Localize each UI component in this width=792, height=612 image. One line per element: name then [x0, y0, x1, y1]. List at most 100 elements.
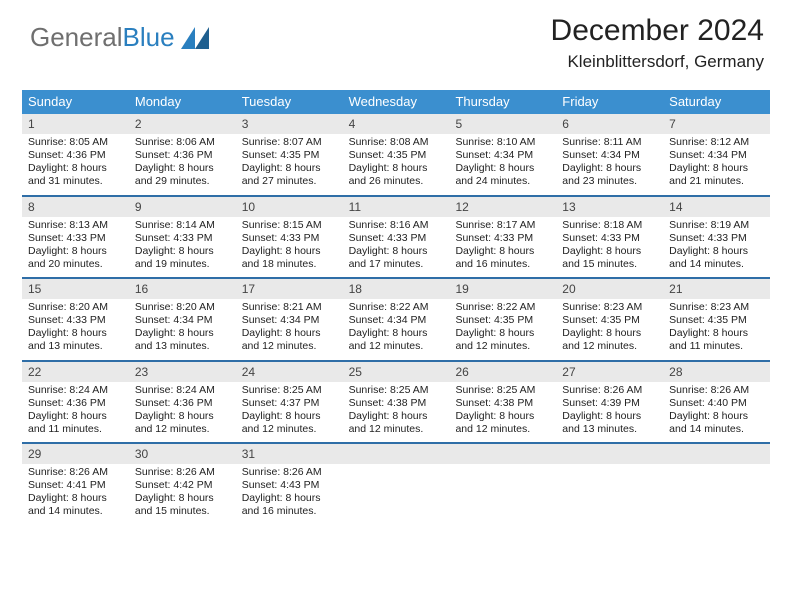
day-cell: 16Sunrise: 8:20 AMSunset: 4:34 PMDayligh… [129, 279, 236, 360]
daylight-text: and 27 minutes. [242, 175, 337, 188]
sunrise-text: Sunrise: 8:05 AM [28, 136, 123, 149]
daylight-text: Daylight: 8 hours [669, 162, 764, 175]
day-number: 17 [236, 279, 343, 299]
daylight-text: and 18 minutes. [242, 258, 337, 271]
sunrise-text: Sunrise: 8:26 AM [242, 466, 337, 479]
sunrise-text: Sunrise: 8:06 AM [135, 136, 230, 149]
day-body: Sunrise: 8:25 AMSunset: 4:37 PMDaylight:… [236, 382, 343, 443]
day-body: Sunrise: 8:26 AMSunset: 4:39 PMDaylight:… [556, 382, 663, 443]
day-number: 19 [449, 279, 556, 299]
day-number: 11 [343, 197, 450, 217]
day-cell [556, 444, 663, 525]
day-cell [663, 444, 770, 525]
sunrise-text: Sunrise: 8:26 AM [562, 384, 657, 397]
daylight-text: and 12 minutes. [455, 340, 550, 353]
day-body: Sunrise: 8:05 AMSunset: 4:36 PMDaylight:… [22, 134, 129, 195]
daylight-text: and 12 minutes. [349, 423, 444, 436]
sunset-text: Sunset: 4:35 PM [669, 314, 764, 327]
day-body: Sunrise: 8:14 AMSunset: 4:33 PMDaylight:… [129, 217, 236, 278]
day-cell: 25Sunrise: 8:25 AMSunset: 4:38 PMDayligh… [343, 362, 450, 443]
day-cell [449, 444, 556, 525]
sunset-text: Sunset: 4:33 PM [242, 232, 337, 245]
week-row: 29Sunrise: 8:26 AMSunset: 4:41 PMDayligh… [22, 442, 770, 525]
daylight-text: and 14 minutes. [669, 423, 764, 436]
daylight-text: and 17 minutes. [349, 258, 444, 271]
day-body: Sunrise: 8:18 AMSunset: 4:33 PMDaylight:… [556, 217, 663, 278]
daylight-text: Daylight: 8 hours [669, 245, 764, 258]
sunrise-text: Sunrise: 8:22 AM [349, 301, 444, 314]
day-body: Sunrise: 8:06 AMSunset: 4:36 PMDaylight:… [129, 134, 236, 195]
week-row: 22Sunrise: 8:24 AMSunset: 4:36 PMDayligh… [22, 360, 770, 443]
day-body: Sunrise: 8:07 AMSunset: 4:35 PMDaylight:… [236, 134, 343, 195]
day-body: Sunrise: 8:22 AMSunset: 4:34 PMDaylight:… [343, 299, 450, 360]
sunrise-text: Sunrise: 8:13 AM [28, 219, 123, 232]
day-cell: 17Sunrise: 8:21 AMSunset: 4:34 PMDayligh… [236, 279, 343, 360]
sunrise-text: Sunrise: 8:24 AM [135, 384, 230, 397]
sunset-text: Sunset: 4:35 PM [455, 314, 550, 327]
day-body: Sunrise: 8:25 AMSunset: 4:38 PMDaylight:… [343, 382, 450, 443]
sunset-text: Sunset: 4:35 PM [242, 149, 337, 162]
day-body [663, 464, 770, 472]
daylight-text: and 13 minutes. [562, 423, 657, 436]
daylight-text: and 12 minutes. [242, 340, 337, 353]
day-body: Sunrise: 8:26 AMSunset: 4:40 PMDaylight:… [663, 382, 770, 443]
daylight-text: and 11 minutes. [28, 423, 123, 436]
day-number: 30 [129, 444, 236, 464]
day-cell: 1Sunrise: 8:05 AMSunset: 4:36 PMDaylight… [22, 114, 129, 195]
day-number: 7 [663, 114, 770, 134]
sunset-text: Sunset: 4:33 PM [455, 232, 550, 245]
sunrise-text: Sunrise: 8:10 AM [455, 136, 550, 149]
day-body: Sunrise: 8:10 AMSunset: 4:34 PMDaylight:… [449, 134, 556, 195]
daylight-text: and 12 minutes. [455, 423, 550, 436]
week-row: 1Sunrise: 8:05 AMSunset: 4:36 PMDaylight… [22, 114, 770, 195]
daylight-text: and 31 minutes. [28, 175, 123, 188]
daylight-text: Daylight: 8 hours [349, 245, 444, 258]
sunrise-text: Sunrise: 8:18 AM [562, 219, 657, 232]
day-body: Sunrise: 8:17 AMSunset: 4:33 PMDaylight:… [449, 217, 556, 278]
daylight-text: and 24 minutes. [455, 175, 550, 188]
sunrise-text: Sunrise: 8:20 AM [28, 301, 123, 314]
sunset-text: Sunset: 4:33 PM [135, 232, 230, 245]
sunset-text: Sunset: 4:33 PM [669, 232, 764, 245]
day-cell: 31 Sunrise: 8:26 AMSunset: 4:43 PMDayligh… [236, 444, 343, 525]
day-body: Sunrise: 8:24 AMSunset: 4:36 PMDaylight:… [22, 382, 129, 443]
daylight-text: Daylight: 8 hours [242, 492, 337, 505]
week-row: 8Sunrise: 8:13 AMSunset: 4:33 PMDaylight… [22, 195, 770, 278]
day-number [663, 444, 770, 464]
daylight-text: and 19 minutes. [135, 258, 230, 271]
sunrise-text: Sunrise: 8:21 AM [242, 301, 337, 314]
sunrise-text: Sunrise: 8:24 AM [28, 384, 123, 397]
location-label: Kleinblittersdorf, Germany [551, 52, 764, 72]
day-number [343, 444, 450, 464]
sunset-text: Sunset: 4:35 PM [562, 314, 657, 327]
day-body: Sunrise: 8:13 AMSunset: 4:33 PMDaylight:… [22, 217, 129, 278]
day-body: Sunrise: 8:25 AMSunset: 4:38 PMDaylight:… [449, 382, 556, 443]
day-cell: 30Sunrise: 8:26 AMSunset: 4:42 PMDayligh… [129, 444, 236, 525]
day-number: 4 [343, 114, 450, 134]
day-number: 18 [343, 279, 450, 299]
brand-flag-icon [181, 27, 209, 49]
day-number: 28 [663, 362, 770, 382]
day-number: 5 [449, 114, 556, 134]
sunset-text: Sunset: 4:33 PM [562, 232, 657, 245]
day-number: 31 [236, 444, 343, 464]
sunset-text: Sunset: 4:35 PM [349, 149, 444, 162]
brand-part1: General [30, 22, 123, 53]
sunrise-text: Sunrise: 8:17 AM [455, 219, 550, 232]
day-body: Sunrise: 8:11 AMSunset: 4:34 PMDaylight:… [556, 134, 663, 195]
sunset-text: Sunset: 4:34 PM [349, 314, 444, 327]
day-number: 21 [663, 279, 770, 299]
day-body: Sunrise: 8:21 AMSunset: 4:34 PMDaylight:… [236, 299, 343, 360]
sunrise-text: Sunrise: 8:26 AM [28, 466, 123, 479]
sunset-text: Sunset: 4:40 PM [669, 397, 764, 410]
sunset-text: Sunset: 4:39 PM [562, 397, 657, 410]
daylight-text: Daylight: 8 hours [28, 492, 123, 505]
daylight-text: Daylight: 8 hours [28, 327, 123, 340]
sunset-text: Sunset: 4:43 PM [242, 479, 337, 492]
sunrise-text: Sunrise: 8:26 AM [135, 466, 230, 479]
daylight-text: Daylight: 8 hours [242, 410, 337, 423]
day-cell: 20Sunrise: 8:23 AMSunset: 4:35 PMDayligh… [556, 279, 663, 360]
sunset-text: Sunset: 4:34 PM [135, 314, 230, 327]
sunset-text: Sunset: 4:36 PM [135, 397, 230, 410]
day-cell: 28Sunrise: 8:26 AMSunset: 4:40 PMDayligh… [663, 362, 770, 443]
